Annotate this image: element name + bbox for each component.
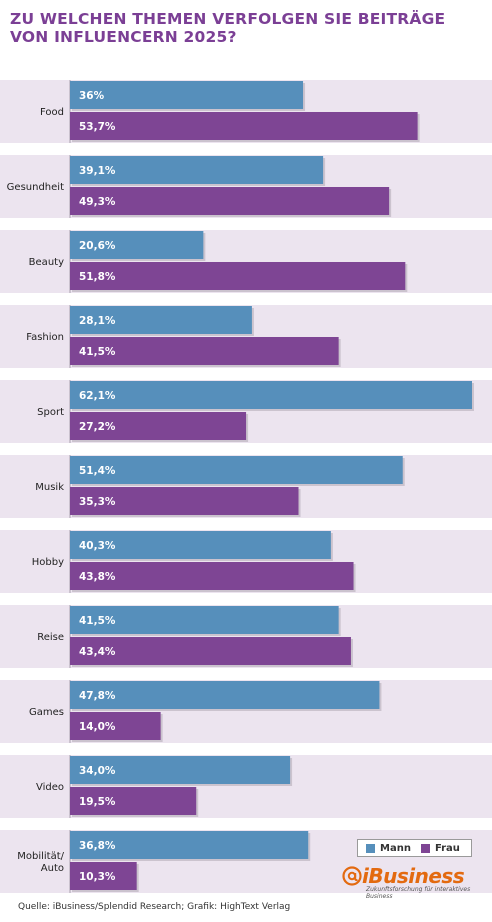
chart-title: ZU WELCHEN THEMEN VERFOLGEN SIE BEITRÄGE… (10, 10, 446, 46)
bar-frau (70, 337, 339, 365)
legend-swatch-mann (366, 843, 375, 853)
legend-item-mann: Mann (366, 843, 411, 854)
bar-frau (70, 862, 137, 890)
bar-mann (70, 831, 309, 859)
legend-item-frau: Frau (420, 842, 460, 854)
data-label-mann: 20,6% (79, 240, 116, 252)
bar-mann (70, 456, 403, 484)
bar-mann (70, 81, 304, 109)
bar-frau (70, 712, 161, 740)
bar-mann (70, 756, 291, 784)
bar-mann (70, 156, 324, 184)
bar-frau (70, 187, 390, 215)
bar-frau (70, 487, 299, 515)
data-label-mann: 36% (79, 90, 105, 102)
bar-frau (70, 412, 247, 440)
category-label: Gesundheit (7, 182, 64, 193)
logo-wordmark: iBusiness (362, 864, 465, 888)
legend-label-frau: Frau (434, 842, 460, 854)
data-label-frau: 41,5% (79, 346, 116, 358)
data-label-frau: 49,3% (79, 196, 116, 208)
data-label-frau: 43,4% (79, 646, 116, 658)
data-label-mann: 51,4% (79, 465, 116, 477)
bar-frau (70, 262, 406, 290)
bar-mann (70, 306, 252, 334)
bar-frau (70, 787, 197, 815)
data-label-mann: 28,1% (79, 315, 116, 327)
data-label-frau: 10,3% (79, 871, 116, 883)
category-label: Sport (37, 407, 64, 418)
bar-frau (70, 637, 351, 665)
data-label-frau: 14,0% (79, 721, 116, 733)
ibusiness-logo: iBusiness Zukunftsforschung für interakt… (342, 864, 482, 900)
category-label: Hobby (32, 557, 64, 568)
category-label: Mobilität/Auto (17, 851, 64, 874)
legend-label-mann: Mann (380, 842, 411, 854)
bar-frau (70, 112, 418, 140)
legend: Mann Frau (357, 839, 472, 857)
data-label-mann: 40,3% (79, 540, 116, 552)
category-label: Video (36, 782, 64, 793)
category-label: Fashion (26, 332, 64, 343)
data-label-mann: 39,1% (79, 165, 116, 177)
data-label-mann: 62,1% (79, 390, 116, 402)
data-label-mann: 47,8% (79, 690, 116, 702)
bar-mann (70, 531, 331, 559)
data-label-mann: 41,5% (79, 615, 116, 627)
data-label-frau: 51,8% (79, 271, 116, 283)
category-label: Games (29, 707, 64, 718)
data-label-frau: 43,8% (79, 571, 116, 583)
at-sign-icon (342, 866, 362, 886)
category-label: Food (40, 107, 64, 118)
bar-mann (70, 231, 204, 259)
bar-frau (70, 562, 354, 590)
data-label-frau: 35,3% (79, 496, 116, 508)
data-label-mann: 34,0% (79, 765, 116, 777)
data-label-frau: 19,5% (79, 796, 116, 808)
category-label: Reise (37, 632, 64, 643)
data-label-mann: 36,8% (79, 840, 116, 852)
logo-tagline: Zukunftsforschung für interaktives Busin… (366, 886, 471, 900)
bar-mann (70, 606, 339, 634)
category-label: Beauty (29, 257, 64, 268)
bar-mann (70, 381, 472, 409)
source-note: Quelle: iBusiness/Splendid Research; Gra… (18, 902, 291, 912)
bar-mann (70, 681, 380, 709)
data-label-frau: 53,7% (79, 121, 116, 133)
data-label-frau: 27,2% (79, 421, 116, 433)
category-label: Musik (35, 482, 64, 493)
legend-swatch-frau (420, 843, 430, 853)
